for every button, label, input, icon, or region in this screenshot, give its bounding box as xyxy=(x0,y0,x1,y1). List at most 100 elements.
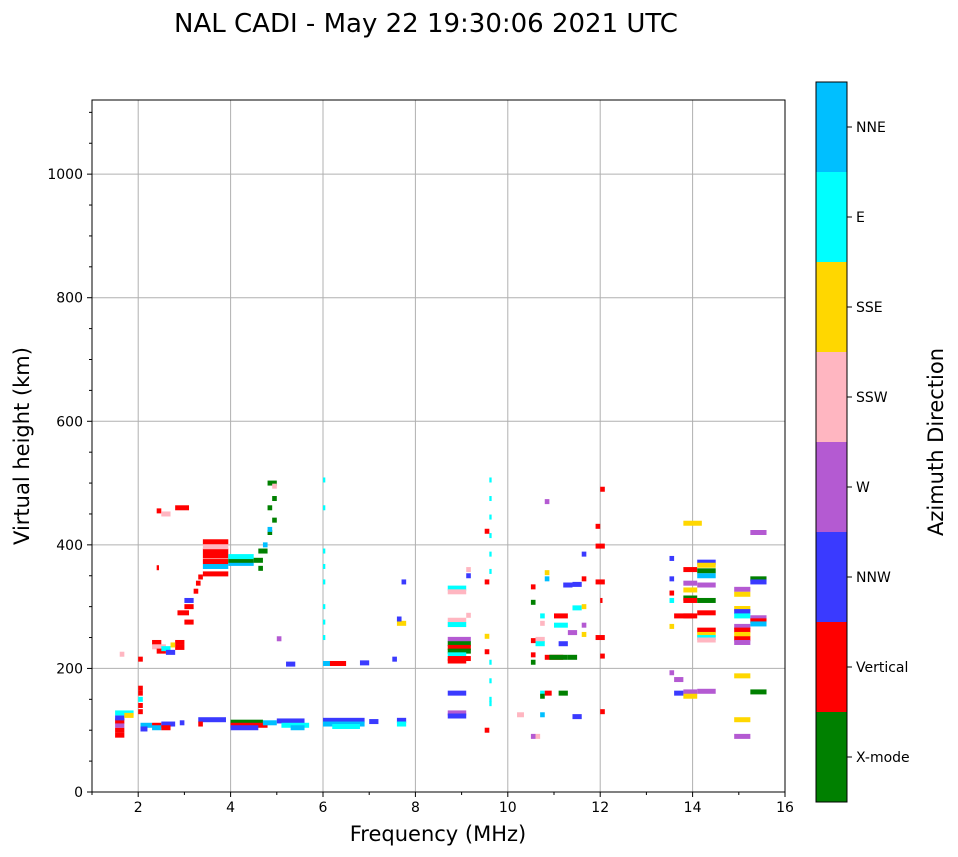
echo-mark-nnw xyxy=(447,690,467,696)
echo-mark-x-mode xyxy=(267,505,273,511)
echo-mark-sse xyxy=(683,520,702,526)
echo-mark-vertical xyxy=(184,604,194,610)
echo-mark-w xyxy=(447,710,467,716)
echo-mark-nnw xyxy=(447,713,467,719)
echo-mark-w xyxy=(683,689,698,695)
echo-mark-x-mode xyxy=(258,548,268,554)
echo-mark-x-mode xyxy=(750,576,767,582)
echo-mark-e xyxy=(489,678,492,684)
colorbar-swatch xyxy=(816,622,847,712)
echo-mark-vertical xyxy=(202,553,229,559)
echo-mark-vertical xyxy=(554,613,568,619)
echo-mark-vertical xyxy=(600,486,605,492)
echo-mark-vertical xyxy=(152,639,162,645)
echo-mark-x-mode xyxy=(750,689,767,695)
y-axis-label: Virtual height (km) xyxy=(10,347,34,545)
echo-mark-e xyxy=(489,514,492,520)
echo-mark-vertical xyxy=(484,727,490,733)
echo-mark-nnw xyxy=(276,718,305,724)
echo-mark-nnw xyxy=(161,721,176,727)
echo-mark-x-mode xyxy=(447,648,471,654)
echo-mark-vertical xyxy=(544,690,552,696)
echo-mark-vertical xyxy=(530,638,536,644)
echo-mark-sse xyxy=(734,717,751,723)
echo-mark-x-mode xyxy=(228,557,254,563)
colorbar-swatch xyxy=(816,82,847,172)
echo-mark-vertical xyxy=(161,725,171,731)
echo-mark-w xyxy=(750,615,767,621)
colorbar-tick-label: SSW xyxy=(856,390,888,406)
echo-mark-vertical xyxy=(175,505,190,511)
echo-mark-nne xyxy=(140,722,153,728)
echo-mark-vertical xyxy=(595,579,605,585)
echo-mark-vertical xyxy=(697,610,716,616)
echo-mark-w xyxy=(734,639,751,645)
echo-mark-x-mode xyxy=(558,690,568,696)
echo-mark-vertical xyxy=(115,732,125,738)
echo-mark-nnw xyxy=(697,559,716,565)
echo-mark-vertical xyxy=(484,649,490,655)
echo-mark-nne xyxy=(228,560,254,566)
y-axis: 0 200 400 600 800 1000 xyxy=(47,111,92,801)
echo-mark-w xyxy=(734,733,751,739)
echo-mark-ssw xyxy=(202,544,229,550)
echo-mark-x-mode xyxy=(267,530,273,535)
echo-mark-x-mode xyxy=(272,496,277,502)
echo-mark-vertical xyxy=(447,658,467,664)
echo-mark-sse xyxy=(396,620,407,626)
echo-mark-e xyxy=(489,696,492,702)
x-tick-label: 2 xyxy=(134,800,143,816)
colorbar-frame xyxy=(815,81,848,803)
echo-mark-ssw xyxy=(447,589,467,595)
echo-mark-nnw xyxy=(674,690,684,696)
echo-mark-vertical xyxy=(202,548,229,554)
echo-mark-nne xyxy=(262,542,268,548)
echo-mark-nne xyxy=(750,621,767,627)
colorbar-tick-label: NNW xyxy=(856,570,891,586)
x-axis: 2 4 6 8 10 12 14 16 xyxy=(91,792,794,816)
echo-mark-sse xyxy=(124,712,134,718)
echo-mark-e xyxy=(734,613,751,619)
echo-mark-x-mode xyxy=(697,568,716,574)
colorbar-tick-label: E xyxy=(856,210,865,226)
echo-mark-e xyxy=(323,635,326,641)
echo-mark-w xyxy=(581,622,587,628)
echo-mark-nnw xyxy=(401,579,407,585)
echo-mark-nne xyxy=(544,576,550,582)
x-tick-label: 12 xyxy=(591,800,609,816)
echo-mark-nnw xyxy=(140,726,148,732)
echo-mark-vertical xyxy=(581,576,587,582)
echo-mark-sse xyxy=(697,562,716,568)
x-tick-label: 14 xyxy=(684,800,702,816)
echo-mark-x-mode xyxy=(272,517,277,523)
echo-mark-vertical xyxy=(750,618,767,624)
echo-mark-sse xyxy=(734,591,751,597)
echo-mark-ssw xyxy=(697,637,716,643)
echo-mark-w xyxy=(734,586,751,592)
echo-mark-vertical xyxy=(202,559,229,565)
echo-mark-vertical xyxy=(138,685,143,691)
echo-mark-x-mode xyxy=(230,719,263,725)
grid xyxy=(92,100,785,792)
echo-mark-vertical xyxy=(156,648,166,654)
echo-mark-e xyxy=(323,505,326,511)
echo-mark-e xyxy=(323,563,326,569)
echo-mark-vertical xyxy=(530,652,536,658)
echo-mark-w xyxy=(530,733,536,739)
echo-mark-sse xyxy=(734,605,751,611)
echo-mark-e xyxy=(540,613,545,619)
echo-mark-vertical xyxy=(600,653,605,659)
echo-mark-vertical xyxy=(595,635,605,641)
echo-mark-w xyxy=(674,677,684,683)
echo-mark-nnw xyxy=(230,725,259,731)
echo-mark-nne xyxy=(540,712,545,718)
echo-mark-e xyxy=(228,554,254,560)
colorbar: X-mode Vertical NNW W SSW SSE E NNE xyxy=(815,81,910,803)
echo-mark-vertical xyxy=(138,690,143,696)
echo-mark-sse xyxy=(734,631,751,637)
echo-mark-nnw xyxy=(558,641,568,647)
echo-mark-x-mode xyxy=(258,565,263,571)
colorbar-swatch xyxy=(816,442,847,532)
echo-mark-vertical xyxy=(175,639,185,645)
